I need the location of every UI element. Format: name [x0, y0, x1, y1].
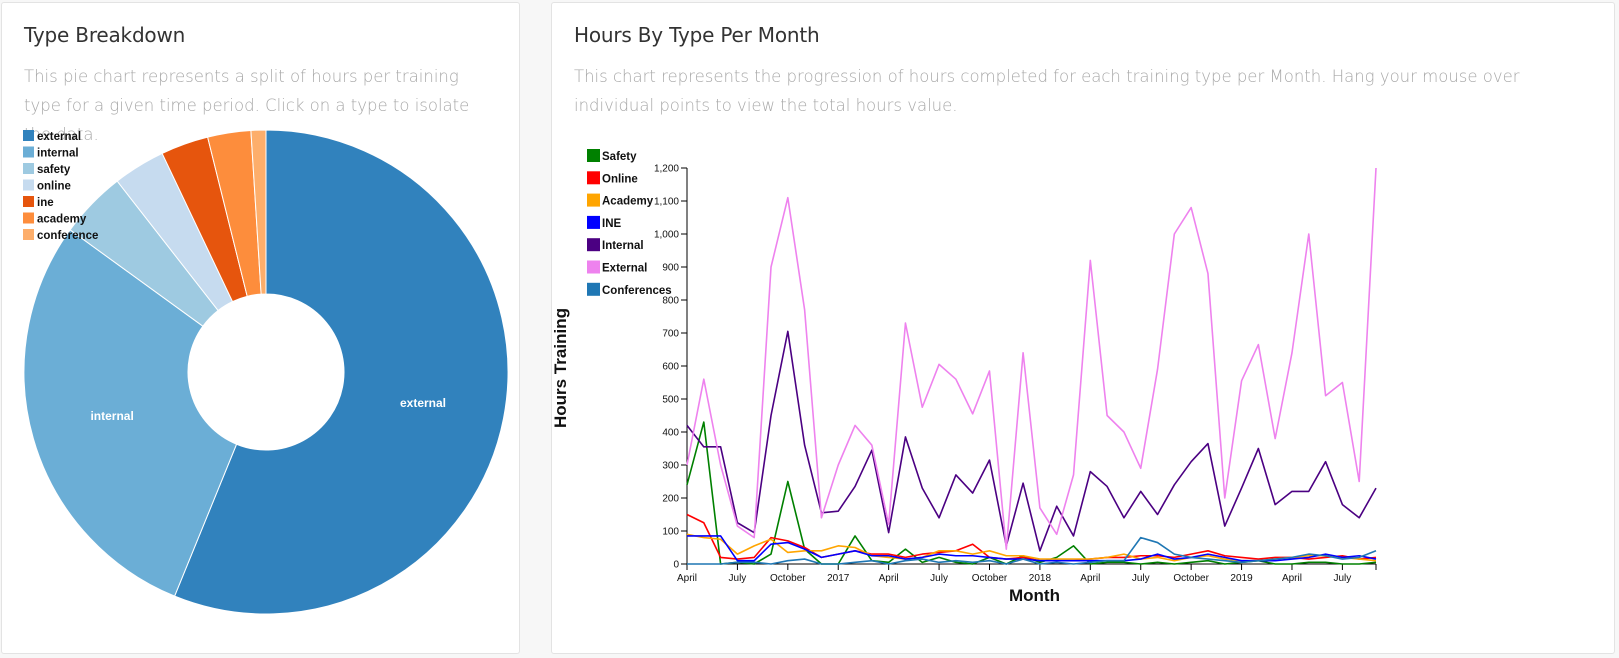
- pie-slice-external[interactable]: [173, 129, 509, 615]
- series-line-external[interactable]: [686, 167, 1377, 550]
- y-tick-label: 1,200: [654, 164, 679, 175]
- legend-label-ine[interactable]: ine: [37, 197, 54, 209]
- line-chart[interactable]: 0 100 200 300 400 500 600 700 800 900 1,000 1,100 1,…: [552, 3, 1614, 653]
- legend-label-external[interactable]: External: [602, 263, 647, 275]
- series-line-academy[interactable]: [686, 533, 1377, 562]
- legend-swatch-academy[interactable]: [587, 193, 600, 207]
- x-tick-label: July: [729, 573, 747, 584]
- legend-swatch-conference[interactable]: [23, 229, 34, 240]
- pie-legend: external internal safety online ine academy co…: [23, 130, 98, 242]
- y-tick-label: 0: [673, 560, 679, 571]
- legend-swatch-external[interactable]: [587, 260, 600, 274]
- legend-label-online[interactable]: Online: [602, 173, 638, 185]
- legend-swatch-external[interactable]: [23, 130, 34, 141]
- y-tick-label: 1,000: [654, 230, 679, 241]
- legend-swatch-safety[interactable]: [23, 163, 34, 174]
- legend-swatch-academy[interactable]: [23, 212, 34, 224]
- legend-label-conference[interactable]: conference: [37, 230, 98, 242]
- x-tick-label: July: [1132, 573, 1150, 584]
- series-line-conferences[interactable]: [687, 536, 1377, 565]
- legend-label-internal[interactable]: internal: [37, 148, 79, 160]
- axes: 0 100 200 300 400 500 600 700 800 900 1,000 1,100 1,…: [654, 164, 1377, 584]
- legend-swatch-ine[interactable]: [23, 196, 34, 207]
- pie-slice-label-internal: internal: [90, 409, 133, 423]
- legend-swatch-online[interactable]: [587, 171, 600, 185]
- x-tick-label: July: [1333, 573, 1351, 584]
- legend-label-safety[interactable]: safety: [37, 164, 71, 176]
- legend-label-ine[interactable]: INE: [602, 218, 622, 230]
- y-tick-label: 900: [662, 263, 679, 274]
- y-tick-label: 400: [662, 428, 679, 439]
- x-tick-label: 2019: [1230, 573, 1253, 584]
- y-axis-title: Hours Training: [552, 308, 570, 428]
- series-lines: [686, 167, 1377, 565]
- x-tick-label: October: [972, 573, 1008, 584]
- x-tick-label: April: [677, 573, 697, 584]
- y-tick-label: 800: [662, 296, 679, 307]
- legend-swatch-ine[interactable]: [587, 215, 600, 229]
- pie-slice-conference[interactable]: [250, 129, 267, 295]
- x-tick-label: April: [1282, 573, 1302, 584]
- line-panel: Hours By Type Per Month This chart repre…: [551, 2, 1615, 654]
- x-tick-label: 2017: [827, 573, 850, 584]
- series-line-online[interactable]: [686, 513, 1377, 562]
- legend-label-external[interactable]: external: [37, 131, 81, 143]
- x-tick-label: April: [1080, 573, 1100, 584]
- legend-label-safety[interactable]: Safety: [602, 151, 637, 163]
- pie-chart[interactable]: external internal external internal safety on…: [2, 3, 519, 653]
- legend-label-internal[interactable]: Internal: [602, 240, 644, 252]
- legend-label-academy[interactable]: academy: [37, 214, 87, 226]
- line-legend: Safety Online Academy INE Internal External Co…: [587, 149, 672, 297]
- x-tick-label: October: [770, 573, 806, 584]
- legend-label-online[interactable]: online: [37, 181, 71, 193]
- x-axis-title: Month: [1009, 586, 1060, 605]
- legend-swatch-safety[interactable]: [587, 149, 600, 162]
- legend-label-conferences[interactable]: Conferences: [602, 285, 672, 297]
- legend-swatch-internal[interactable]: [587, 238, 600, 252]
- y-tick-label: 1,100: [654, 197, 679, 208]
- line-panel-description: This chart represents the progression of…: [574, 67, 1520, 115]
- pie-slice-internal[interactable]: [23, 229, 238, 597]
- x-tick-label: October: [1173, 573, 1209, 584]
- legend-label-academy[interactable]: Academy: [602, 196, 654, 208]
- y-tick-label: 700: [662, 329, 679, 340]
- x-tick-label: April: [879, 573, 899, 584]
- y-tick-label: 600: [662, 362, 679, 373]
- series-line-internal[interactable]: [686, 330, 1377, 552]
- y-tick-label: 300: [662, 461, 679, 472]
- x-tick-label: 2018: [1029, 573, 1052, 584]
- legend-swatch-conferences[interactable]: [587, 282, 600, 296]
- legend-swatch-online[interactable]: [23, 179, 34, 191]
- y-tick-label: 100: [662, 527, 679, 538]
- y-tick-label: 200: [662, 494, 679, 505]
- line-panel-title: Hours By Type Per Month: [574, 23, 820, 47]
- legend-swatch-internal[interactable]: [23, 146, 34, 158]
- x-tick-label: July: [930, 573, 948, 584]
- y-tick-label: 500: [662, 395, 679, 406]
- pie-panel: Type Breakdown This pie chart represents…: [1, 2, 520, 654]
- pie-slice-label-external: external: [400, 396, 446, 410]
- pie-panel-description: This pie chart represents a split of hou…: [24, 67, 470, 144]
- pie-panel-title: Type Breakdown: [24, 23, 186, 47]
